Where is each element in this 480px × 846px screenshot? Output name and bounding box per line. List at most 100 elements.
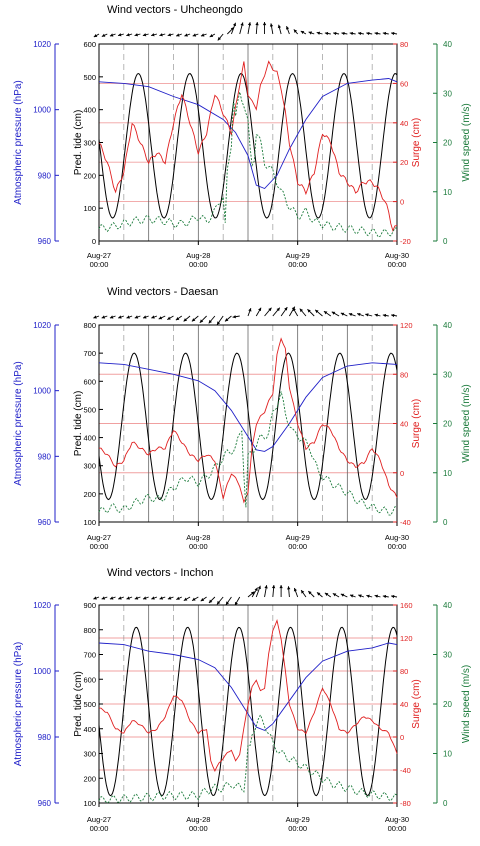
- surge-tick-label: -20: [400, 237, 411, 246]
- surge-tick-label: 20: [400, 158, 408, 167]
- wind-vector-head: [374, 31, 378, 36]
- x-tick-label-line: 00:00: [90, 824, 109, 833]
- wind-vector-head: [257, 585, 261, 590]
- wind-vector-head: [340, 593, 345, 597]
- wind-vector-head: [308, 591, 312, 595]
- chart-title: Wind vectors - Daesan: [107, 286, 218, 298]
- wind-vector-head: [349, 594, 354, 598]
- x-tick-label-line: Aug-30: [385, 533, 409, 542]
- x-tick-label-line: 00:00: [288, 542, 307, 551]
- wind-vector-head: [118, 596, 122, 600]
- wind-vector-head: [93, 34, 98, 37]
- wind-vector-head: [258, 307, 262, 312]
- wind-vector-head: [167, 316, 171, 320]
- tide-axis-label: Pred. tide (cm): [73, 391, 84, 457]
- wind-vector-head: [251, 591, 255, 595]
- tide-tick-label: 500: [83, 73, 96, 82]
- wind-vector-head: [151, 315, 155, 319]
- pressure-tick-label: 960: [38, 237, 52, 246]
- pressure-tick-label: 1000: [33, 667, 51, 676]
- wind-vector-head: [159, 33, 163, 37]
- wind-vector-head: [262, 22, 267, 26]
- wind-vector-head: [323, 311, 328, 315]
- wind-vector-head: [366, 31, 370, 36]
- pressure-tick-label: 980: [38, 171, 52, 180]
- x-tick-label-line: 00:00: [288, 260, 307, 269]
- tide-tick-label: 400: [83, 725, 96, 734]
- wind-vector-head: [200, 597, 205, 602]
- wind-vector-head: [254, 587, 258, 592]
- x-tick-label: Aug-28 00:00: [186, 251, 210, 269]
- surge-tick-label: -80: [400, 799, 411, 808]
- wind-vector-head: [192, 33, 197, 37]
- wind-vector-head: [176, 596, 180, 600]
- surge-tick-label: 80: [400, 40, 408, 49]
- wind-vector-head: [183, 318, 188, 322]
- wind-vector-head: [382, 313, 387, 318]
- pressure-axis-label: Atmospheric pressure (hPa): [13, 361, 24, 486]
- wind-vector-head: [118, 33, 122, 37]
- pressure-axis-label: Atmospheric pressure (hPa): [13, 642, 24, 767]
- tide-tick-label: 600: [83, 40, 96, 49]
- pressure-tick-label: 1020: [33, 40, 51, 49]
- wind-vector-head: [109, 315, 114, 319]
- wind-vector-head: [382, 594, 387, 599]
- x-tick-label-line: 00:00: [288, 824, 307, 833]
- tide-tick-label: 600: [83, 675, 96, 684]
- surge-tick-label: 0: [400, 469, 404, 478]
- wind-vector-head: [285, 26, 290, 30]
- x-tick-label-line: 00:00: [388, 824, 407, 833]
- wind-vector-head: [209, 34, 214, 37]
- x-tick-label-line: Aug-27: [87, 533, 111, 542]
- wind-vector-head: [143, 315, 147, 319]
- x-tick-label: Aug-30 00:00: [385, 251, 409, 269]
- pressure-tick-label: 1020: [33, 601, 51, 610]
- wind-vector-head: [300, 31, 305, 34]
- wind-vector-head: [277, 24, 282, 29]
- x-tick-label-line: Aug-29: [286, 251, 310, 260]
- x-tick-label-line: 00:00: [189, 542, 208, 551]
- wind-vector-head: [287, 586, 291, 590]
- wind-vector-head: [232, 315, 236, 319]
- wind-tick-label: 40: [443, 601, 452, 610]
- pressure-tick-label: 1000: [33, 387, 51, 396]
- x-tick-label-line: Aug-28: [186, 533, 210, 542]
- wind-vector-head: [292, 307, 296, 312]
- wind-vector-head: [93, 315, 97, 319]
- x-tick-label-line: Aug-27: [87, 251, 111, 260]
- x-tick-label-line: Aug-30: [385, 815, 409, 824]
- wind-vector-head: [142, 33, 147, 37]
- tide-tick-label: 300: [83, 139, 96, 148]
- wind-vector-head: [225, 601, 230, 605]
- wind-vector-head: [340, 312, 345, 316]
- tide-tick-label: 900: [83, 601, 96, 610]
- tide-tick-label: 600: [83, 377, 96, 386]
- wind-vector-head: [232, 22, 237, 27]
- wind-tick-label: 0: [443, 518, 448, 527]
- surge-tick-label: 0: [400, 733, 404, 742]
- wind-vector-head: [134, 315, 139, 319]
- wind-vector-head: [101, 33, 106, 37]
- tide-tick-label: 200: [83, 490, 96, 499]
- wind-vector-head: [315, 309, 319, 314]
- x-tick-label-line: 00:00: [90, 260, 109, 269]
- wind-vector-head: [167, 596, 172, 600]
- tide-tick-label: 800: [83, 321, 96, 330]
- wind-vector-head: [184, 33, 188, 37]
- tide-axis-label: Pred. tide (cm): [73, 110, 84, 176]
- wind-vector-head: [199, 319, 204, 323]
- wind-tick-label: 20: [443, 420, 452, 429]
- surge-tick-label: -40: [400, 518, 411, 527]
- wind-vector-head: [276, 307, 280, 312]
- wind-vector-head: [151, 33, 155, 37]
- surge-tick-label: 40: [400, 700, 408, 709]
- tide-tick-label: 700: [83, 349, 96, 358]
- surge-tick-label: 80: [400, 370, 408, 379]
- surge-tick-label: 0: [400, 198, 404, 207]
- wind-vector-head: [183, 597, 188, 601]
- wind-vector-head: [382, 31, 387, 36]
- wind-tick-label: 20: [443, 700, 452, 709]
- wind-axis-label: Wind speed (m/s): [461, 665, 472, 743]
- wind-vector-head: [324, 592, 329, 597]
- surge-tick-label: 120: [400, 321, 413, 330]
